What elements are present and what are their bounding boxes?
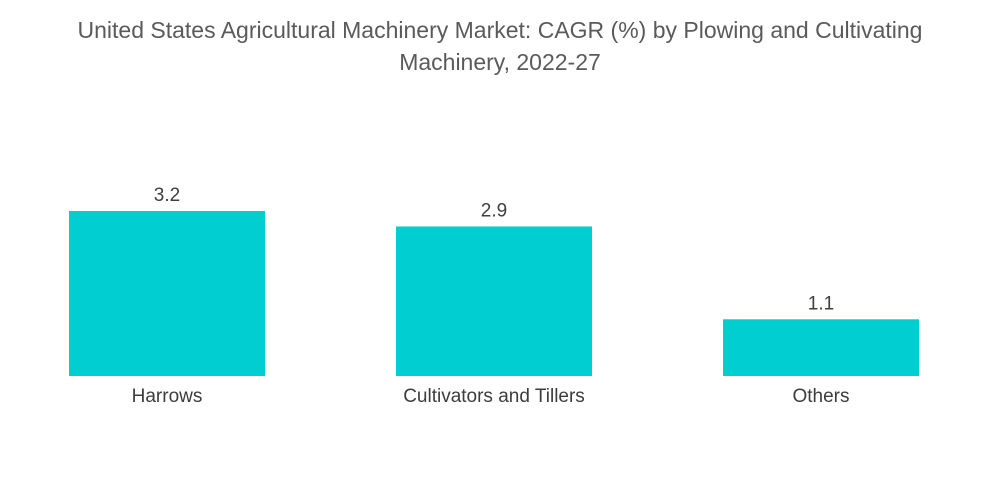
category-label: Others — [792, 386, 849, 407]
bar-value-label: 3.2 — [154, 185, 180, 206]
category-label: Harrows — [132, 386, 203, 407]
bar-harrows — [69, 211, 265, 376]
bar-cultivators-and-tillers — [396, 226, 592, 376]
value-labels-group: 3.2 2.9 1.1 — [154, 185, 834, 314]
bar-others — [723, 319, 919, 376]
chart-title: United States Agricultural Machinery Mar… — [77, 17, 923, 75]
bars-group — [69, 211, 919, 376]
category-labels-group: Harrows Cultivators and Tillers Others — [132, 386, 850, 407]
bar-value-label: 2.9 — [481, 200, 507, 221]
category-label: Cultivators and Tillers — [403, 386, 585, 407]
bar-value-label: 1.1 — [808, 293, 834, 314]
